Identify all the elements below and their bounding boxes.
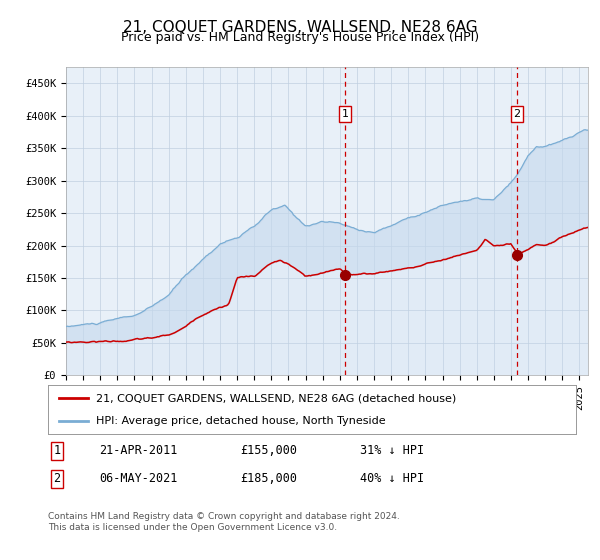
- Text: £155,000: £155,000: [240, 444, 297, 458]
- Text: Price paid vs. HM Land Registry's House Price Index (HPI): Price paid vs. HM Land Registry's House …: [121, 31, 479, 44]
- Text: 21, COQUET GARDENS, WALLSEND, NE28 6AG: 21, COQUET GARDENS, WALLSEND, NE28 6AG: [122, 20, 478, 35]
- Text: 40% ↓ HPI: 40% ↓ HPI: [360, 472, 424, 486]
- Text: 2: 2: [53, 472, 61, 486]
- Text: 31% ↓ HPI: 31% ↓ HPI: [360, 444, 424, 458]
- Text: 21-APR-2011: 21-APR-2011: [99, 444, 178, 458]
- Text: HPI: Average price, detached house, North Tyneside: HPI: Average price, detached house, Nort…: [95, 416, 385, 426]
- Text: 1: 1: [341, 109, 349, 119]
- Text: 1: 1: [53, 444, 61, 458]
- Text: Contains HM Land Registry data © Crown copyright and database right 2024.
This d: Contains HM Land Registry data © Crown c…: [48, 512, 400, 532]
- Text: 06-MAY-2021: 06-MAY-2021: [99, 472, 178, 486]
- Text: 2: 2: [514, 109, 521, 119]
- Text: £185,000: £185,000: [240, 472, 297, 486]
- Text: 21, COQUET GARDENS, WALLSEND, NE28 6AG (detached house): 21, COQUET GARDENS, WALLSEND, NE28 6AG (…: [95, 393, 456, 403]
